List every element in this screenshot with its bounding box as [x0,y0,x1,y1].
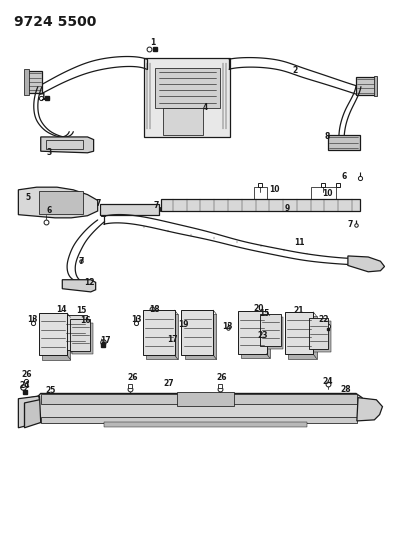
Polygon shape [41,394,357,404]
Text: 6: 6 [341,172,346,181]
Text: 3: 3 [46,148,51,157]
Polygon shape [263,317,283,349]
Text: 25: 25 [46,386,56,395]
Text: 10: 10 [270,185,280,195]
Text: 28: 28 [341,385,351,394]
Text: 9: 9 [284,204,289,213]
Polygon shape [238,311,266,354]
Text: 17: 17 [101,336,111,345]
Text: 6: 6 [46,206,51,215]
Polygon shape [374,76,377,96]
Text: 23: 23 [257,331,268,340]
Polygon shape [357,398,383,421]
Text: 12: 12 [84,278,95,287]
Text: 14: 14 [56,305,66,314]
Text: 4: 4 [203,103,208,112]
Text: 24: 24 [322,377,333,386]
Polygon shape [41,417,357,423]
Text: 24: 24 [19,381,30,390]
Polygon shape [261,314,281,346]
Text: 8: 8 [325,132,330,141]
Text: 13: 13 [131,315,141,324]
Text: 13: 13 [223,322,233,331]
Polygon shape [64,316,86,350]
Polygon shape [285,312,313,354]
Polygon shape [155,68,220,108]
Text: 7: 7 [154,201,159,210]
Polygon shape [328,135,360,150]
Polygon shape [288,316,316,359]
Polygon shape [70,319,90,351]
Polygon shape [356,77,376,95]
Text: 7: 7 [95,198,100,207]
Polygon shape [143,310,175,355]
Polygon shape [311,321,331,352]
Text: 7: 7 [79,257,84,266]
Text: 26: 26 [127,373,138,382]
Text: 26: 26 [217,373,227,382]
Text: 7: 7 [347,220,353,229]
Polygon shape [18,396,39,428]
Text: 1: 1 [40,93,45,102]
Text: 15: 15 [76,306,87,316]
Polygon shape [161,199,360,211]
Text: 27: 27 [164,379,174,389]
Polygon shape [26,71,42,93]
Text: 18: 18 [149,305,160,314]
Polygon shape [185,314,217,359]
Polygon shape [146,314,178,359]
Polygon shape [39,313,67,356]
Polygon shape [241,316,270,358]
Polygon shape [100,204,159,215]
Text: 11: 11 [294,238,304,247]
Text: 15: 15 [259,309,270,318]
Text: 16: 16 [80,316,91,325]
Polygon shape [67,319,89,353]
Polygon shape [37,393,362,423]
Text: 26: 26 [21,370,32,379]
Polygon shape [42,317,70,360]
Text: 9724 5500: 9724 5500 [14,15,97,29]
Polygon shape [25,69,28,95]
Text: 17: 17 [168,335,178,344]
Text: 22: 22 [318,315,329,324]
Polygon shape [41,137,94,153]
Text: 5: 5 [26,193,31,202]
Polygon shape [62,280,96,292]
Polygon shape [39,191,83,214]
Text: 19: 19 [178,320,188,329]
Text: 13: 13 [28,315,38,324]
Polygon shape [163,108,203,135]
Polygon shape [104,422,307,427]
Text: 21: 21 [294,306,304,316]
Polygon shape [177,392,234,406]
Polygon shape [25,396,41,428]
Text: 1: 1 [150,38,155,47]
Polygon shape [72,322,93,354]
Polygon shape [18,187,98,218]
Text: 20: 20 [253,304,263,313]
Polygon shape [348,256,385,272]
Polygon shape [309,318,328,349]
Text: 2: 2 [292,66,298,75]
Polygon shape [182,310,213,355]
Text: 10: 10 [322,189,333,198]
Polygon shape [145,58,230,137]
